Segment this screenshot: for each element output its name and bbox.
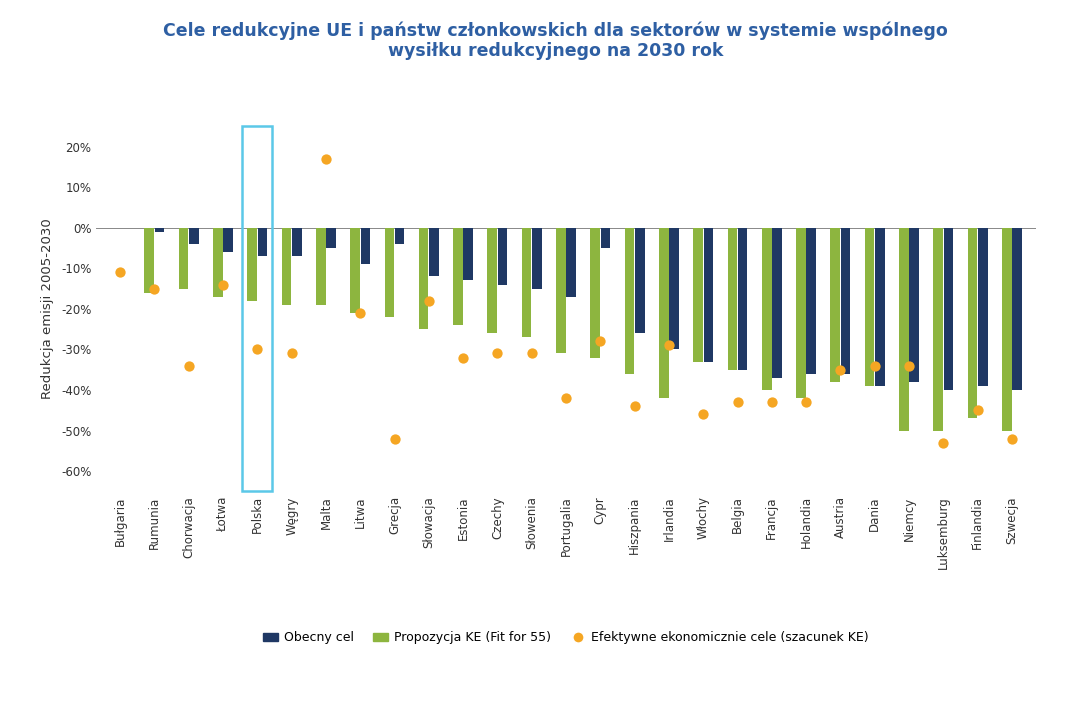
Bar bbox=[635, 227, 645, 333]
Bar bbox=[214, 227, 223, 297]
Point bbox=[626, 401, 643, 412]
Bar bbox=[316, 227, 326, 305]
Bar bbox=[384, 227, 394, 317]
Point bbox=[386, 433, 403, 444]
Bar bbox=[223, 227, 233, 252]
Bar bbox=[944, 227, 954, 390]
Point bbox=[180, 360, 198, 371]
Point bbox=[557, 392, 575, 404]
Bar bbox=[361, 227, 371, 264]
Point bbox=[934, 437, 952, 449]
Point bbox=[351, 307, 368, 319]
Point bbox=[249, 344, 266, 355]
Point bbox=[866, 360, 883, 371]
Bar bbox=[806, 227, 816, 373]
Point bbox=[694, 409, 711, 420]
Point bbox=[489, 348, 506, 359]
Bar bbox=[292, 227, 301, 256]
Bar bbox=[625, 227, 634, 373]
Point bbox=[111, 267, 128, 278]
Bar bbox=[1002, 227, 1011, 430]
Bar bbox=[968, 227, 977, 418]
Bar bbox=[797, 227, 805, 398]
Bar bbox=[248, 227, 257, 300]
Bar bbox=[453, 227, 462, 325]
Bar bbox=[556, 227, 566, 354]
Point bbox=[317, 153, 334, 164]
Point bbox=[146, 283, 163, 294]
Bar bbox=[522, 227, 532, 337]
Point bbox=[969, 404, 986, 416]
Bar bbox=[761, 227, 771, 390]
Bar bbox=[670, 227, 679, 350]
Bar bbox=[909, 227, 918, 382]
Bar bbox=[498, 227, 507, 284]
Bar bbox=[831, 227, 841, 382]
Bar bbox=[189, 227, 199, 244]
Bar bbox=[841, 227, 850, 373]
Bar bbox=[395, 227, 405, 244]
Bar bbox=[659, 227, 669, 398]
Bar bbox=[155, 227, 164, 232]
Bar bbox=[591, 227, 600, 357]
Bar bbox=[704, 227, 713, 362]
Bar bbox=[242, 126, 272, 491]
Legend: Obecny cel, Propozycja KE (Fit for 55), Efektywne ekonomicznie cele (szacunek KE: Obecny cel, Propozycja KE (Fit for 55), … bbox=[258, 626, 874, 649]
Bar bbox=[865, 227, 875, 386]
Point bbox=[660, 340, 677, 351]
Bar bbox=[327, 227, 335, 248]
Bar bbox=[772, 227, 782, 378]
Bar bbox=[1012, 227, 1022, 390]
Bar bbox=[464, 227, 473, 281]
Point bbox=[283, 348, 300, 359]
Bar bbox=[257, 227, 267, 256]
Bar bbox=[350, 227, 360, 313]
Point bbox=[798, 397, 815, 408]
Bar bbox=[693, 227, 703, 362]
Point bbox=[832, 364, 849, 376]
Bar bbox=[178, 227, 188, 289]
Bar bbox=[727, 227, 737, 370]
Point bbox=[215, 279, 232, 290]
Point bbox=[729, 397, 747, 408]
Bar bbox=[429, 227, 439, 277]
Point bbox=[455, 352, 472, 363]
Bar bbox=[875, 227, 884, 386]
Point bbox=[421, 295, 438, 306]
Y-axis label: Redukcja emisji 2005-2030: Redukcja emisji 2005-2030 bbox=[41, 218, 54, 399]
Text: Cele redukcyjne UE i państw członkowskich dla sektorów w systemie wspólnego
wysi: Cele redukcyjne UE i państw członkowskic… bbox=[163, 21, 947, 60]
Bar bbox=[978, 227, 988, 386]
Bar bbox=[419, 227, 428, 329]
Bar bbox=[487, 227, 497, 333]
Bar bbox=[738, 227, 748, 370]
Bar bbox=[933, 227, 943, 430]
Point bbox=[592, 336, 609, 347]
Bar bbox=[532, 227, 541, 289]
Point bbox=[523, 348, 540, 359]
Bar bbox=[144, 227, 154, 293]
Point bbox=[1004, 433, 1021, 444]
Point bbox=[900, 360, 917, 371]
Point bbox=[764, 397, 781, 408]
Bar bbox=[600, 227, 610, 248]
Bar bbox=[566, 227, 576, 297]
Bar bbox=[899, 227, 909, 430]
Bar bbox=[282, 227, 292, 305]
